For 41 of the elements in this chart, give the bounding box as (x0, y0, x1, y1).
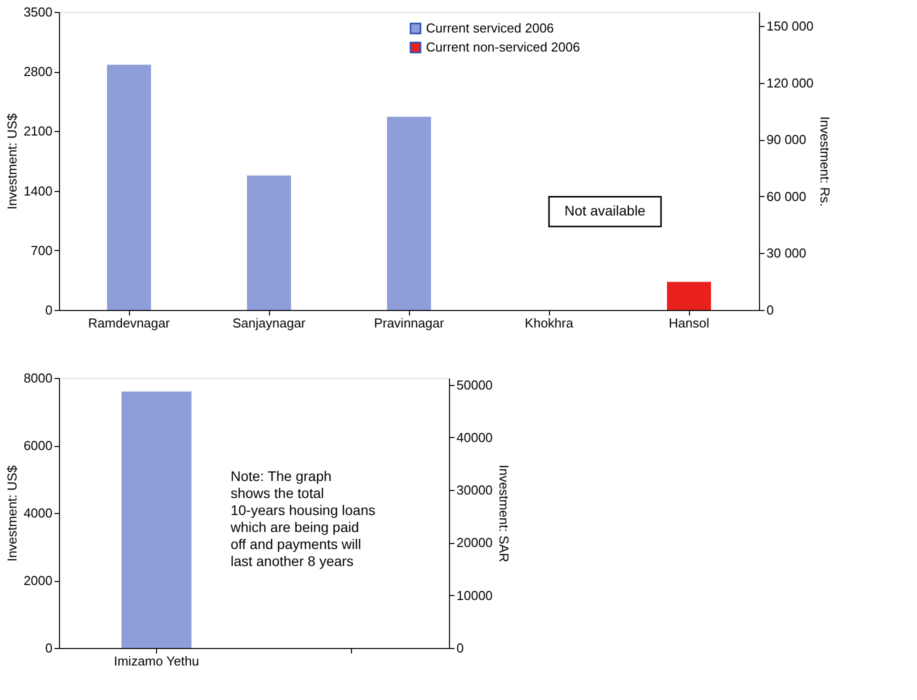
legend-label: Current non-serviced 2006 (426, 40, 580, 54)
x-tick-label: Sanjaynagar (232, 316, 306, 330)
y-tick-label: 3500 (24, 4, 52, 20)
x-tick-label: Imizamo Yethu (114, 654, 200, 668)
y2-tick-label: 0 (456, 640, 464, 656)
bar (107, 64, 151, 310)
y2-tick-label: 30000 (456, 482, 493, 498)
annotation: Note: The graph shows the total 10-years housing loans which are being paid off and payments will last another 8 years (230, 468, 376, 569)
y-tick-label: 0 (45, 302, 52, 318)
y2-tick-label: 40000 (456, 430, 493, 445)
y-tick-label: 1400 (24, 183, 52, 198)
y-tick-label: 6000 (24, 438, 52, 453)
y-tick-label: 8000 (24, 370, 52, 386)
y2-tick-label: 30 000 (766, 246, 806, 261)
y2-tick-label: 50000 (456, 377, 493, 392)
x-tick-label: Pravinnagar (374, 316, 445, 330)
y2-tick-label: 120 000 (766, 75, 814, 90)
legend-label: Current serviced 2006 (426, 20, 554, 36)
y-tick-label: 0 (45, 640, 52, 656)
bar (387, 116, 431, 310)
annotation: Not available (564, 202, 646, 219)
y-tick-label: 2000 (24, 573, 52, 588)
x-tick-label: Khokhra (524, 316, 574, 330)
y-axis-title: Investment: US$ (4, 464, 20, 562)
y-tick-label: 2800 (24, 64, 52, 80)
y-tick-label: 4000 (24, 506, 52, 520)
x-tick-label: Ramdevnagar (88, 316, 170, 330)
y2-axis-title: Investment: Rs. (817, 116, 832, 207)
y2-axis-title: Investment: SAR (496, 464, 512, 562)
bar (667, 282, 711, 310)
y-tick-label: 2100 (24, 124, 52, 139)
y2-tick-label: 20000 (456, 535, 493, 550)
bar (247, 175, 291, 310)
x-tick-label: Hansol (668, 316, 710, 330)
y2-tick-label: 10000 (456, 588, 493, 603)
y2-tick-label: 90 000 (766, 132, 806, 148)
y2-tick-label: 60 000 (766, 188, 806, 204)
y-tick-label: 700 (30, 242, 52, 258)
y-axis-title: Investment: US$ (4, 112, 20, 210)
y2-tick-label: 150 000 (766, 18, 814, 34)
y2-tick-label: 0 (766, 302, 774, 318)
